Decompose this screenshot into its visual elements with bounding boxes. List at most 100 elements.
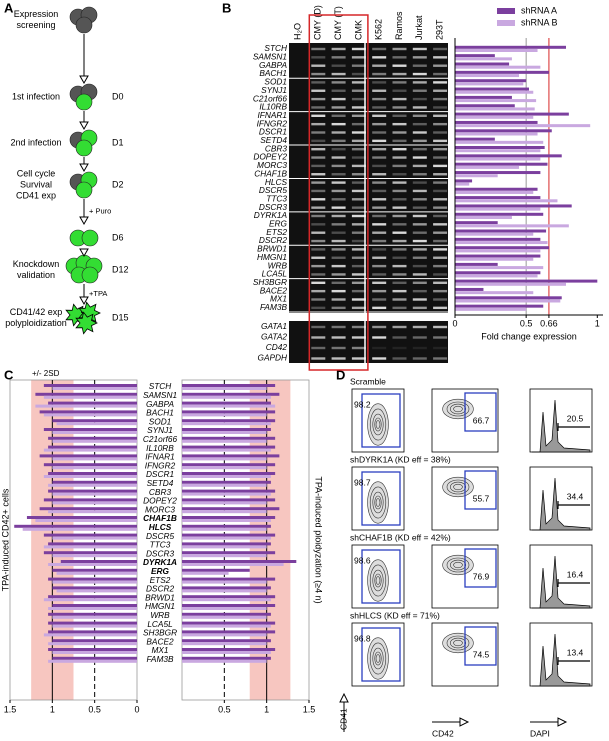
gel-band xyxy=(351,239,366,243)
bar xyxy=(455,196,541,200)
bar xyxy=(43,475,137,478)
gel-band xyxy=(311,81,326,84)
gel-band xyxy=(372,189,387,193)
gel-band xyxy=(433,164,448,168)
gel-band xyxy=(412,114,427,117)
bar xyxy=(182,492,271,496)
bar xyxy=(455,137,495,141)
bar xyxy=(455,140,544,144)
gel-band xyxy=(392,97,407,101)
gel-band xyxy=(392,114,407,117)
gel-band xyxy=(412,156,427,159)
gel-band xyxy=(351,214,366,218)
gel-band xyxy=(331,281,346,284)
density-contour xyxy=(449,637,466,649)
gel-band xyxy=(433,273,448,276)
gel-band xyxy=(351,206,366,209)
gel-band xyxy=(412,181,427,184)
cell-icon xyxy=(75,311,98,335)
bar xyxy=(182,489,276,493)
bar xyxy=(455,282,566,286)
density-contour xyxy=(374,573,382,588)
gel-band xyxy=(392,306,407,310)
gene-label: SYNJ1 xyxy=(261,85,287,95)
gel-band xyxy=(372,106,387,109)
gene-label: CHAF1B xyxy=(254,168,287,178)
step-day: D0 xyxy=(112,91,124,101)
gene-label: IL10RB xyxy=(259,102,287,112)
bar xyxy=(48,445,137,449)
gel-band xyxy=(331,231,346,234)
gel-band xyxy=(351,173,366,176)
bar xyxy=(48,595,137,599)
bar xyxy=(455,287,484,291)
cell-icon xyxy=(81,229,99,247)
gel-band xyxy=(433,97,448,101)
label-bg xyxy=(140,435,180,444)
gate xyxy=(464,548,497,588)
gel-band xyxy=(392,148,407,151)
gel-band xyxy=(372,181,387,184)
gene-label: GATA1 xyxy=(261,321,287,331)
lane-label: Jurkat xyxy=(414,15,424,40)
density-contour xyxy=(369,408,387,441)
bar xyxy=(455,304,544,308)
gel-band xyxy=(433,89,448,92)
bar xyxy=(455,99,537,103)
gate-value: 13.4 xyxy=(567,647,584,657)
step-day: D15 xyxy=(112,312,129,322)
gel-band xyxy=(351,64,366,67)
gate xyxy=(361,627,401,682)
bar xyxy=(455,107,535,111)
gel-band xyxy=(433,214,448,218)
gene-label: GABPA xyxy=(259,60,287,70)
gel-band xyxy=(372,325,387,329)
arrow-head xyxy=(79,121,89,131)
gel-band xyxy=(351,357,366,360)
gel-band xyxy=(311,173,326,176)
gel-band xyxy=(412,72,427,76)
bar xyxy=(455,149,541,153)
bar xyxy=(52,639,138,643)
gel-band xyxy=(433,306,448,310)
gate-value: 16.4 xyxy=(567,569,584,579)
bar xyxy=(182,571,229,575)
bar xyxy=(52,419,138,423)
gel-band xyxy=(311,357,326,360)
bar xyxy=(182,501,267,505)
bar xyxy=(48,577,137,581)
gel-band xyxy=(392,173,407,176)
bar xyxy=(455,87,529,91)
step-label: CD41 exp xyxy=(16,190,56,200)
x-tick-label: 1 xyxy=(264,704,269,714)
gel-band xyxy=(331,248,346,251)
gel-band xyxy=(372,64,387,67)
gel-band xyxy=(311,298,326,301)
histogram xyxy=(532,555,591,609)
gene-label: ETS2 xyxy=(266,227,287,237)
gene-label: C21orf66 xyxy=(143,434,178,444)
label-bg xyxy=(140,532,180,541)
gel-band xyxy=(433,239,448,243)
gel-band xyxy=(372,148,387,151)
x-tick-label: 1.5 xyxy=(4,704,17,714)
gel-band xyxy=(311,198,326,201)
bar xyxy=(182,428,271,431)
bar xyxy=(52,656,138,660)
gate xyxy=(464,470,497,510)
gel-band xyxy=(392,289,407,293)
step-label: screening xyxy=(16,20,55,30)
gel-band xyxy=(311,281,326,284)
gel-band xyxy=(311,97,326,101)
gene-label: SAMSN1 xyxy=(143,390,177,400)
gel-band xyxy=(412,164,427,168)
bar xyxy=(182,639,271,643)
bar xyxy=(182,524,271,528)
gel-band xyxy=(372,357,387,360)
gene-label: SETD4 xyxy=(260,135,287,145)
label-bg xyxy=(140,515,180,523)
gel-band xyxy=(311,47,326,51)
gate-value: 20.5 xyxy=(567,413,584,423)
arrow-head xyxy=(459,717,470,727)
gel-band xyxy=(311,122,326,126)
